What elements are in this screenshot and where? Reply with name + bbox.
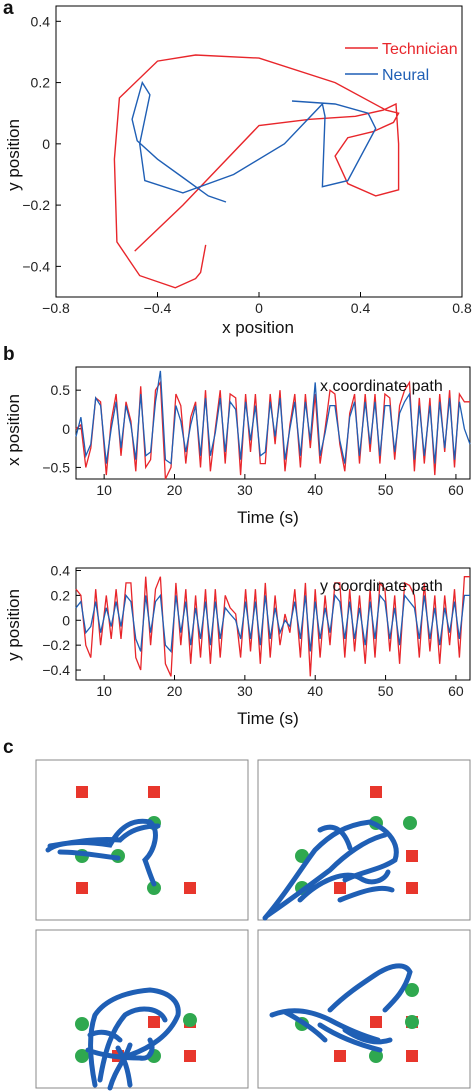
target-square: [334, 1050, 346, 1062]
x-tick-label: 60: [448, 482, 464, 498]
target-square: [148, 786, 160, 798]
target-circle: [75, 1049, 89, 1063]
target-square: [406, 1050, 418, 1062]
y-tick-label: 0.2: [31, 75, 51, 91]
target-circle: [403, 816, 417, 830]
legend-technician-label: Technician: [382, 41, 458, 58]
x-tick-label: −0.8: [42, 300, 70, 316]
x-tick-label: 40: [307, 683, 323, 699]
y-tick-label: −0.5: [42, 459, 70, 475]
target-square: [184, 1050, 196, 1062]
target-square: [406, 882, 418, 894]
x-tick-label: 0.8: [452, 300, 472, 316]
panel-label-a: a: [3, 0, 14, 19]
legend-neural-label: Neural: [382, 67, 429, 84]
plot-b1-y-axis-label: x position: [4, 394, 23, 466]
x-tick-label: 10: [96, 683, 112, 699]
y-tick-label: 0: [62, 612, 70, 628]
target-circle: [75, 1017, 89, 1031]
plot-b2-frame: [75, 567, 471, 681]
target-circle: [405, 1015, 419, 1029]
x-tick-label: 10: [96, 482, 112, 498]
target-circle: [183, 1013, 197, 1027]
plot-b2-y-axis-label: y position: [4, 589, 23, 661]
y-tick-label: −0.4: [22, 258, 50, 274]
y-tick-label: −0.2: [22, 197, 50, 213]
trial-box-2-frame: [257, 759, 471, 921]
cursor-trace: [262, 819, 399, 921]
trial-box-1-frame: [35, 759, 249, 921]
x-tick-label: 20: [167, 683, 183, 699]
cursor-trace: [269, 963, 413, 1053]
target-square: [184, 882, 196, 894]
x-tick-label: 0.4: [351, 300, 371, 316]
x-tick-label: 20: [167, 482, 183, 498]
cursor-trace: [45, 818, 161, 887]
trial-box-3: [35, 929, 249, 1091]
panel-label-b: b: [3, 344, 15, 365]
x-tick-label: 60: [448, 683, 464, 699]
target-square: [76, 786, 88, 798]
technician-series-line: [113, 54, 400, 289]
trial-box-4: [257, 929, 471, 1089]
plot-b2-title: y coordinate path: [320, 578, 443, 595]
x-tick-label: 50: [378, 482, 394, 498]
target-circle: [147, 881, 161, 895]
target-square: [148, 1016, 160, 1028]
y-tick-label: −0.2: [42, 637, 70, 653]
plot-b1-x-axis-label: Time (s): [237, 508, 299, 527]
target-square: [370, 786, 382, 798]
target-circle: [369, 1049, 383, 1063]
target-circle: [405, 983, 419, 997]
trial-box-2: [257, 759, 471, 921]
cursor-trace: [85, 987, 181, 1091]
panel-label-c: c: [3, 737, 14, 758]
neural-series-line: [75, 593, 470, 653]
y-tick-label: −0.4: [42, 662, 70, 678]
x-tick-label: 0: [255, 300, 263, 316]
plot-b2-x-axis-label: Time (s): [237, 709, 299, 728]
y-tick-label: 0.2: [51, 587, 71, 603]
y-tick-label: 0: [62, 421, 70, 437]
x-tick-label: 50: [378, 683, 394, 699]
plot-a-x-axis-label: x position: [222, 318, 294, 337]
neural-series-line: [75, 370, 471, 465]
y-tick-label: 0.4: [31, 13, 51, 29]
target-square: [406, 850, 418, 862]
plot-a-y-axis-label: y position: [4, 119, 23, 191]
trajectory-plot: −0.8 −0.4 0 0.4 0.8 0.4 0.2 0 −0.2 −0.4 Technicia…: [4, 5, 472, 337]
plot-b1-frame: [75, 366, 471, 480]
x-tick-label: −0.4: [144, 300, 172, 316]
neural-series-line: [131, 80, 377, 203]
target-square: [370, 1016, 382, 1028]
y-coordinate-plot: 10 20 30 40 50 60 0.4 0.2 0 −0.2 −0.4 y coordinate…: [4, 562, 471, 728]
plot-b1-title: x coordinate path: [320, 378, 443, 395]
y-tick-label: 0.5: [51, 382, 71, 398]
target-square: [334, 882, 346, 894]
x-tick-label: 30: [237, 482, 253, 498]
target-square: [76, 882, 88, 894]
trial-box-1: [35, 759, 249, 921]
x-coordinate-plot: 10 20 30 40 50 60 0.5 0 −0.5 x coordinate path T…: [4, 366, 471, 527]
y-tick-label: 0.4: [51, 562, 71, 578]
y-tick-label: 0: [42, 136, 50, 152]
x-tick-label: 30: [237, 683, 253, 699]
technician-series-line: [75, 380, 470, 480]
x-tick-label: 40: [307, 482, 323, 498]
task-trials-grid: [35, 759, 471, 1091]
